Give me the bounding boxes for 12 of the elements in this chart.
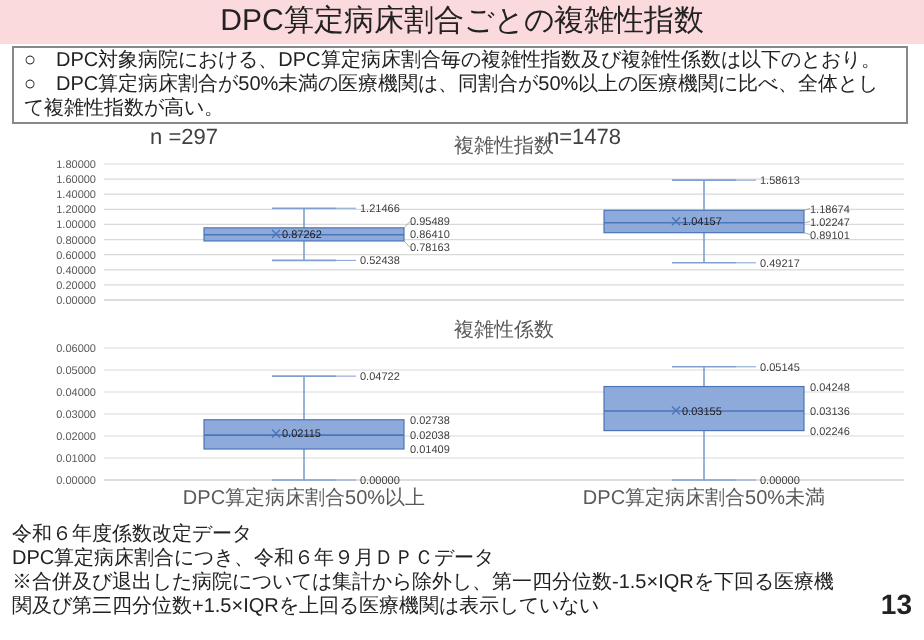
chart-title: 複雑性指数 [454, 134, 554, 158]
text: ※合併及び退出した病院については集計から除外し、第一四分位数-1.5×IQRを下回る医療機関及び第三四分位数+1.5×IQRを上回る医療機関は表示していない [12, 572, 836, 618]
x-tick-label: DPC算定病床割合50%以上 [182, 486, 426, 510]
text: DPC算定病床割合につき、令和６年９月ＤＰＣデータ [12, 548, 497, 571]
x-tick-label: DPC算定病床割合50%未満 [582, 486, 826, 510]
text: ○ DPC算定病床割合が50%未満の医療機関は、同割合が50%以上の医療機関に比べ、全体として複雑性指数が高い。 [24, 74, 881, 122]
text: DPC算定病床割合ごとの複雑性指数 [0, 0, 924, 44]
chart-title: 複雑性係数 [454, 318, 554, 342]
text: 13 [880, 588, 912, 620]
text: 令和６年度係数改定データ [12, 524, 254, 547]
text: n =297 [150, 126, 218, 150]
text: ○ DPC対象病院における、DPC算定病床割合毎の複雑性指数及び複雑性係数は以下のとおり。 [24, 50, 883, 73]
